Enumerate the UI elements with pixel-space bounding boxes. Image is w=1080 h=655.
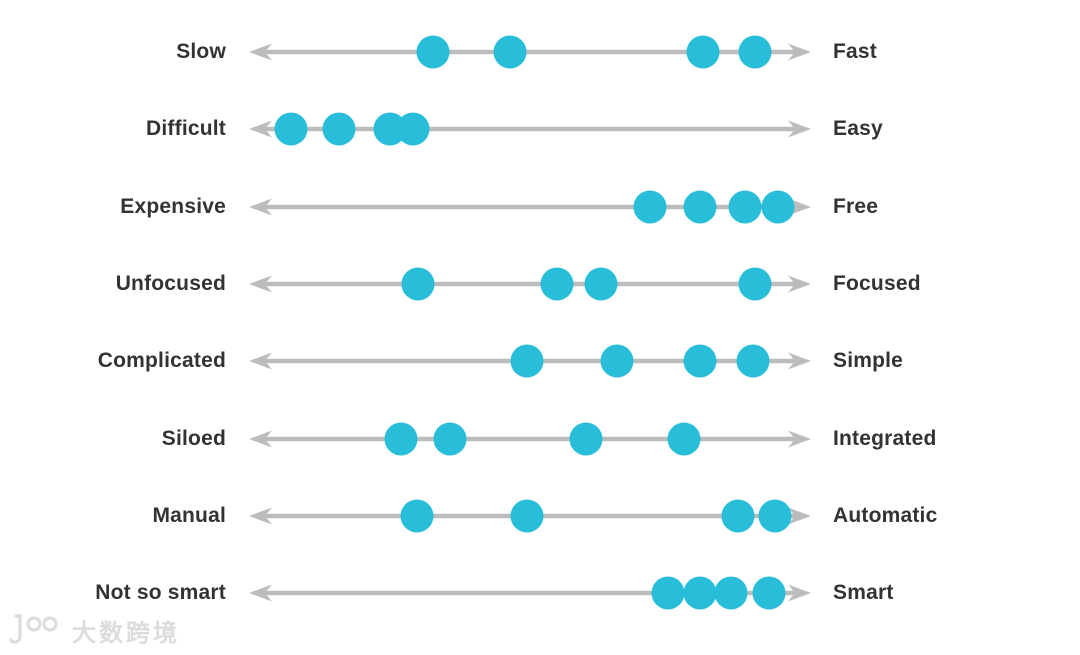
arrow-left-icon — [249, 430, 272, 447]
dot — [728, 190, 762, 224]
spectrum-row: Siloed Integrated — [0, 417, 1080, 461]
spectrum-row: Manual Automatic — [0, 494, 1080, 538]
dot — [600, 344, 634, 378]
arrow-left-icon — [249, 507, 272, 525]
dot — [758, 499, 792, 533]
dot — [633, 190, 667, 224]
arrow-right-icon — [788, 584, 811, 602]
spectrum-row: Slow Fast — [0, 30, 1080, 74]
dot — [322, 112, 356, 146]
right-label: Easy — [833, 117, 883, 141]
arrow-right-icon — [788, 275, 811, 293]
dot — [569, 422, 603, 455]
dot — [651, 576, 685, 610]
arrow-right-icon — [788, 43, 811, 61]
left-label: Not so smart — [95, 581, 226, 605]
right-label: Focused — [833, 271, 921, 295]
left-label: Difficult — [146, 117, 226, 141]
spectrum-row: Complicated Simple — [0, 339, 1080, 383]
arrow-left-icon — [249, 120, 272, 138]
spectrum-row: Unfocused Focused — [0, 262, 1080, 306]
left-label: Slow — [176, 40, 226, 63]
dot — [540, 267, 574, 301]
double-arrow-icon — [249, 275, 811, 293]
dot — [738, 35, 772, 69]
dot — [686, 35, 720, 69]
arrow-left-icon — [249, 198, 272, 216]
right-label: Automatic — [833, 503, 938, 527]
double-arrow-icon — [249, 43, 811, 61]
dot — [584, 267, 618, 301]
dot — [433, 422, 467, 455]
right-label: Free — [833, 194, 879, 218]
dot — [736, 344, 770, 378]
dot — [400, 499, 434, 533]
dot — [416, 35, 450, 69]
left-label: Complicated — [97, 349, 226, 373]
spectrum-row: Difficult Easy — [0, 107, 1080, 151]
dot — [752, 576, 786, 610]
arrow-right-icon — [788, 430, 811, 447]
dot — [738, 267, 772, 301]
dot — [401, 267, 435, 301]
dot — [761, 190, 795, 224]
arrow-left-icon — [249, 43, 272, 61]
dot — [274, 112, 308, 146]
spectrum-row: Not so smart Smart — [0, 571, 1080, 615]
dot — [384, 422, 418, 455]
arrow-left-icon — [249, 584, 272, 602]
dot — [721, 499, 755, 533]
right-label: Smart — [833, 581, 894, 605]
arrow-right-icon — [788, 352, 811, 370]
arrow-left-icon — [249, 275, 272, 293]
arrow-right-icon — [788, 507, 811, 525]
dot — [396, 112, 430, 146]
spectrum-row: Expensive Free — [0, 185, 1080, 229]
dot — [683, 576, 717, 610]
left-label: Siloed — [161, 426, 226, 450]
dot — [683, 190, 717, 224]
dot — [683, 344, 717, 378]
right-label: Integrated — [833, 426, 937, 450]
left-label: Expensive — [120, 194, 226, 218]
dot — [714, 576, 748, 610]
left-label: Manual — [152, 503, 226, 527]
dot — [510, 344, 544, 378]
dot — [510, 499, 544, 533]
left-label: Unfocused — [115, 271, 226, 295]
right-label: Fast — [833, 40, 877, 63]
arrow-left-icon — [249, 352, 272, 370]
dot — [667, 422, 701, 455]
arrow-right-icon — [788, 120, 811, 138]
dot — [493, 35, 527, 69]
double-arrow-icon — [249, 430, 811, 447]
right-label: Simple — [833, 349, 904, 373]
